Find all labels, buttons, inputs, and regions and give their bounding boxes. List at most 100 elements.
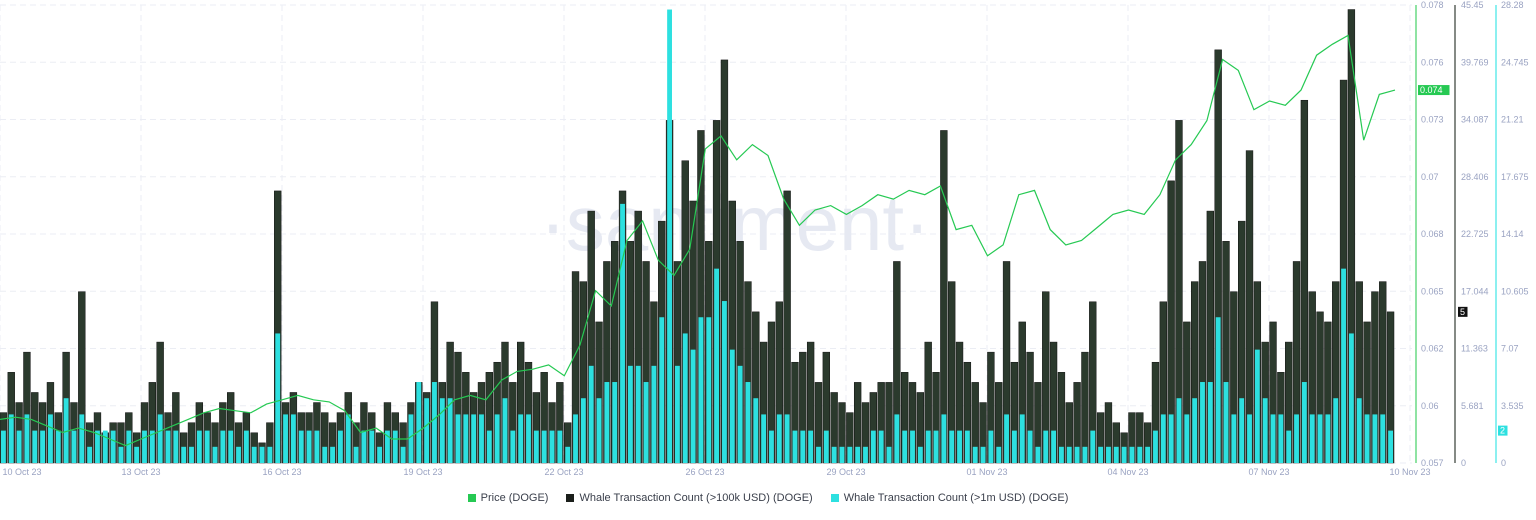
whale-1m-bar [385,430,390,463]
whale-1m-bar [486,430,492,463]
whale-1m-bar [1098,446,1104,463]
whale-1m-bar [714,268,720,463]
whale-1m-bar [157,414,163,463]
y-tick-label: 0.076 [1421,57,1444,67]
whale-1m-bar [588,365,594,463]
whale-1m-bar [71,430,77,463]
whale-1m-bar [1317,414,1323,463]
y-tick-label: 7.07 [1501,344,1519,354]
legend-label: Price (DOGE) [480,492,549,504]
last-value-label: 0.074 [1420,85,1443,95]
y-tick-label: 28.28 [1501,0,1524,10]
whale-1m-bar [204,430,210,463]
whale-1m-bar [745,382,751,463]
whale-1m-bar [549,430,555,463]
price-swatch [467,494,476,502]
whale-1m-bar [1215,317,1221,463]
whale-1m-bar [1356,398,1362,463]
last-value-label: 2 [1500,426,1505,436]
whale-1m-bar [392,430,398,463]
whale-1m-bar [1200,382,1205,463]
whale-1m-bar [8,414,14,463]
whale-1m-bar [79,414,85,463]
y-tick-label: 10.605 [1501,286,1529,296]
legend-item-whale-1m[interactable]: Whale Transaction Count (>1m USD) (DOGE) [830,492,1068,504]
x-tick-label: 07 Nov 23 [1248,467,1289,477]
whale-1m-bar [1262,398,1268,463]
whale-1m-bar [1004,414,1009,463]
whale-1m-bar [839,446,845,463]
whale-1m-bar [306,430,312,463]
whale-1m-bar [1011,430,1017,463]
whale-1m-bar [1113,446,1119,463]
whale-1m-bar [949,430,955,463]
whale-1m-bar [674,365,680,463]
whale-1m-bar [964,430,970,463]
whale-1m-bar [16,430,22,463]
x-tick-label: 10 Oct 23 [2,467,41,477]
whale-1m-bar [447,398,453,463]
whale-1m-bar [659,317,665,463]
whale-1m-bar [1239,398,1245,463]
whale-1m-bar [432,382,437,463]
whale-1m-bar [667,9,672,463]
whale-1m-bar [1254,349,1260,463]
whale-1m-bar [596,398,602,463]
whale-1m-bar [1059,446,1064,463]
whale-1m-bar [917,446,923,463]
whale-1m-bar [87,446,93,463]
whale-1m-bar [173,430,179,463]
whale-1m-bar [1137,446,1143,463]
whale-1m-bar [902,430,908,463]
whale-1m-bar [377,446,383,463]
whale-1m-bar [957,430,962,463]
whale-1m-bar [996,446,1002,463]
legend-item-whale-100k[interactable]: Whale Transaction Count (>100k USD) (DOG… [566,492,813,504]
last-value-badge [1458,306,1468,317]
whale-1m-bar [769,430,774,463]
y-tick-label: 17.044 [1461,286,1489,296]
whale-1m-bar [690,349,696,463]
whale-1m-bar [314,430,320,463]
whale-1m-bar [863,446,868,463]
legend: Price (DOGE) Whale Transaction Count (>1… [0,492,1536,504]
y-tick-label: 0 [1461,458,1466,468]
whale-1m-bar [1388,430,1393,463]
whale-1m-bar [565,446,571,463]
y-tick-label: 0 [1501,458,1506,468]
whale-1m-bar [980,446,986,463]
whale-1m-bars [1,9,1393,463]
whale-1m-bar [1121,446,1127,463]
whale-1m-bar [267,446,273,463]
y-tick-label: 5.681 [1461,401,1484,411]
whale-1m-bar [1278,414,1284,463]
whale-100k-swatch [566,494,575,502]
whale-1m-bar [118,446,124,463]
whale-1m-bar [40,430,46,463]
whale-1m-bar [189,446,194,463]
whale-1m-bar [643,382,649,463]
x-tick-label: 13 Oct 23 [121,467,160,477]
y-tick-label: 17.675 [1501,172,1529,182]
whale-1m-bar [48,414,53,463]
whale-1m-bar [259,446,265,463]
legend-item-price[interactable]: Price (DOGE) [467,492,549,504]
y-tick-label: 21.21 [1501,115,1524,125]
whale-1m-bar [1325,414,1331,463]
whale-1m-bar [439,398,445,463]
whale-1m-bar [722,301,727,463]
whale-1m-bar [236,446,241,463]
whale-1m-bar [878,430,884,463]
whale-1m-bar [455,414,461,463]
whale-1m-bar [290,414,296,463]
x-tick-label: 10 Nov 23 [1389,467,1430,477]
whale-1m-bar [870,430,876,463]
whale-1m-bar [1168,414,1174,463]
whale-1m-bar [533,430,539,463]
whale-1m-bar [1372,414,1378,463]
whale-1m-bar [894,414,900,463]
whale-100k-bar [1081,351,1089,464]
whale-1m-bar [510,430,516,463]
whale-1m-bar [251,446,257,463]
